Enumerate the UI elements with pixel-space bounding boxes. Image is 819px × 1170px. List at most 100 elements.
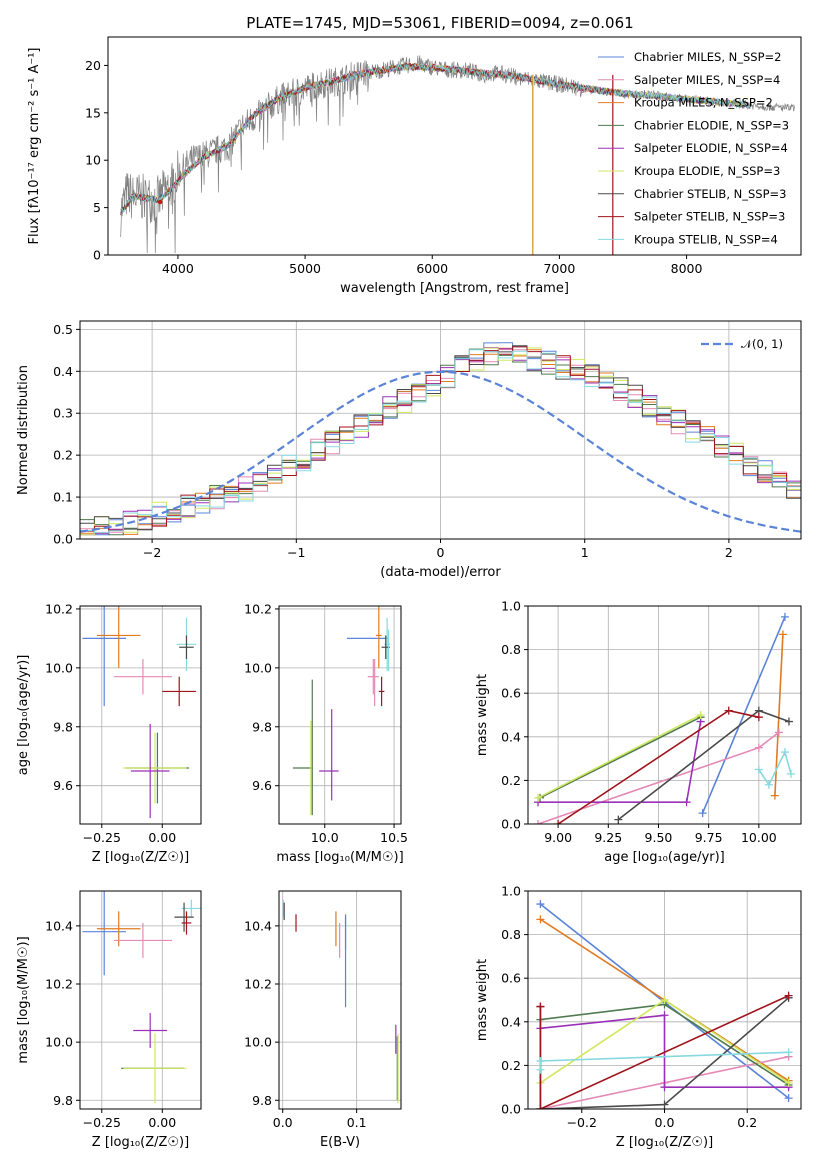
x-axis-label: Z [log₁₀(Z/Z☉)] bbox=[92, 1135, 189, 1150]
weight-point-marker bbox=[660, 1083, 669, 1092]
y-tick-label: 0.6 bbox=[501, 686, 521, 701]
x-axis-label: Z [log₁₀(Z/Z☉)] bbox=[616, 1135, 713, 1150]
weight-point-marker bbox=[786, 769, 795, 778]
weight-point-marker bbox=[682, 798, 691, 807]
x-tick-label: 5000 bbox=[289, 261, 321, 276]
x-tick-label: 0.0 bbox=[655, 1115, 675, 1130]
y-tick-label: 9.8 bbox=[252, 719, 272, 734]
x-tick-label: 0.1 bbox=[347, 1115, 367, 1130]
y-tick-label: 0.8 bbox=[501, 927, 521, 942]
panel-age_vs_Z: −0.25 0.00 9.6 9.8 10.0 10.2 Z [log₁₀(Z/Z☉)] ag… bbox=[16, 601, 202, 865]
plot-area bbox=[534, 612, 795, 824]
y-axis-label: Flux [fλ10⁻¹⁷ erg cm⁻² s⁻¹ A⁻¹] bbox=[27, 48, 42, 245]
legend-entry: Chabrier ELODIE, N_SSP=3 bbox=[634, 118, 789, 132]
y-tick-label: 10.2 bbox=[244, 601, 272, 616]
y-tick-label: 9.8 bbox=[53, 1093, 73, 1108]
legend-entry: Kroupa ELODIE, N_SSP=3 bbox=[634, 164, 780, 178]
weight-point-marker bbox=[754, 765, 763, 774]
x-tick-label: −0.25 bbox=[83, 1115, 121, 1130]
weight-point-marker bbox=[784, 1094, 793, 1103]
weight-point-marker bbox=[536, 1002, 545, 1011]
weight-point-marker bbox=[536, 900, 545, 909]
x-axis-label: (data-model)/error bbox=[380, 565, 501, 580]
legend-entry: Chabrier STELIB, N_SSP=3 bbox=[634, 187, 786, 201]
legend-entry: Salpeter ELODIE, N_SSP=4 bbox=[634, 141, 788, 155]
plot-area bbox=[292, 606, 390, 816]
weight-series-line bbox=[537, 714, 701, 799]
weight-series-line bbox=[538, 721, 702, 803]
plot-area bbox=[536, 900, 793, 1109]
y-tick-label: 10 bbox=[85, 153, 101, 168]
y-tick-label: 10.0 bbox=[244, 660, 272, 675]
y-tick-label: 10.2 bbox=[244, 977, 272, 992]
y-tick-label: 0.6 bbox=[501, 971, 521, 986]
panel-spectrum: 4000 5000 6000 7000 8000 0 5 10 15 20 wavelength [… bbox=[27, 36, 802, 296]
weight-point-marker bbox=[724, 706, 733, 715]
axes-frame bbox=[278, 605, 402, 825]
weight-point-marker bbox=[764, 780, 773, 789]
weight-point-marker bbox=[536, 1105, 545, 1109]
weight-series-line bbox=[540, 1014, 789, 1088]
x-tick-label: 0.2 bbox=[737, 1115, 757, 1130]
gaussian-curve bbox=[80, 370, 801, 533]
panel-mass_vs_ebv: 0.0 0.1 9.8 10.0 10.2 10.4 E(B-V) bbox=[244, 890, 402, 1150]
y-tick-label: 15 bbox=[85, 105, 101, 120]
x-tick-label: 0.00 bbox=[148, 830, 176, 845]
plot-area bbox=[82, 606, 197, 819]
y-axis-label: mass [log₁₀(M/M☉)] bbox=[16, 936, 31, 1063]
weight-series-line bbox=[758, 749, 792, 787]
y-tick-label: 0.5 bbox=[53, 322, 73, 337]
y-tick-label: 0.0 bbox=[53, 532, 73, 547]
axes-frame bbox=[527, 605, 802, 825]
axes-frame bbox=[79, 605, 202, 825]
x-tick-label: 7000 bbox=[543, 261, 575, 276]
grid bbox=[80, 321, 801, 540]
grid bbox=[528, 605, 801, 825]
weight-point-marker bbox=[780, 612, 789, 621]
legend-entry: Kroupa MILES, N_SSP=2 bbox=[634, 96, 773, 110]
legend-entry: Kroupa STELIB, N_SSP=4 bbox=[634, 232, 778, 246]
panel-mass_vs_Z: −0.25 0.00 9.8 10.0 10.2 10.4 Z [log₁₀(Z/Z☉)] m… bbox=[16, 890, 202, 1150]
y-axis-label: age [log₁₀(age/yr)] bbox=[16, 655, 31, 776]
x-tick-label: −2 bbox=[143, 545, 161, 560]
y-tick-label: 0.4 bbox=[501, 1014, 521, 1029]
y-tick-label: 1.0 bbox=[501, 599, 521, 614]
y-tick-label: 0.4 bbox=[53, 364, 73, 379]
y-tick-label: 1.0 bbox=[501, 884, 521, 899]
model-spectrum-line bbox=[120, 63, 751, 214]
y-tick-label: 10.2 bbox=[45, 601, 73, 616]
x-tick-label: −0.25 bbox=[83, 830, 121, 845]
grid bbox=[80, 606, 201, 824]
x-tick-label: 10.0 bbox=[311, 830, 339, 845]
weight-point-marker bbox=[778, 630, 787, 639]
y-tick-label: 5 bbox=[93, 200, 101, 215]
plot-area bbox=[80, 342, 801, 539]
legend-entry: 𝒩(0, 1) bbox=[741, 337, 783, 351]
weight-point-marker bbox=[614, 815, 623, 824]
grid bbox=[80, 891, 201, 1109]
x-tick-label: 2 bbox=[725, 545, 733, 560]
x-tick-label: 10.00 bbox=[741, 830, 777, 845]
legend-entry: Salpeter STELIB, N_SSP=3 bbox=[634, 210, 785, 224]
y-tick-label: 10.0 bbox=[244, 1035, 272, 1050]
weight-point-marker bbox=[754, 713, 763, 722]
y-tick-label: 0.8 bbox=[501, 642, 521, 657]
y-tick-label: 0.3 bbox=[53, 406, 73, 421]
x-tick-label: 0.0 bbox=[273, 1115, 293, 1130]
weight-point-marker bbox=[534, 820, 543, 824]
x-tick-label: −1 bbox=[287, 545, 305, 560]
weight-point-marker bbox=[698, 809, 707, 818]
weight-point-marker bbox=[774, 728, 783, 737]
plot-area bbox=[120, 55, 795, 255]
axes-frame bbox=[278, 890, 402, 1110]
weight-point-marker bbox=[534, 793, 543, 802]
legend: 𝒩(0, 1) bbox=[701, 337, 783, 351]
residual-histogram bbox=[80, 347, 801, 539]
x-tick-label: 9.50 bbox=[645, 830, 673, 845]
grid bbox=[279, 606, 401, 824]
legend-entry: Salpeter MILES, N_SSP=4 bbox=[634, 73, 780, 87]
y-tick-label: 20 bbox=[85, 58, 101, 73]
weight-series-line bbox=[539, 716, 701, 799]
y-tick-label: 9.6 bbox=[252, 778, 272, 793]
